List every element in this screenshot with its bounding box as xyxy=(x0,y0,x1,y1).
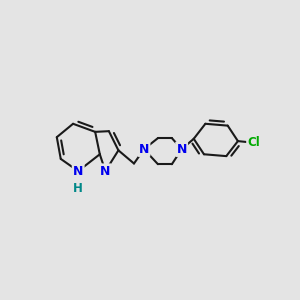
Text: N: N xyxy=(73,165,83,178)
Text: Cl: Cl xyxy=(248,136,260,149)
Text: N: N xyxy=(100,165,111,178)
Text: N: N xyxy=(139,143,149,156)
Text: H: H xyxy=(73,182,83,195)
Text: N: N xyxy=(176,143,187,156)
